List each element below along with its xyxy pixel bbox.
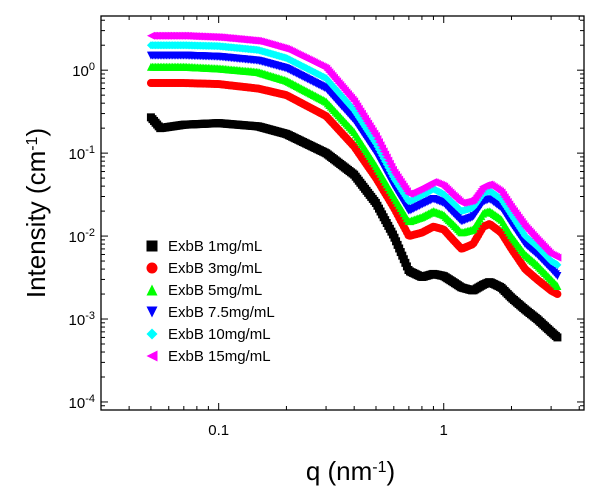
data-point (553, 282, 562, 291)
legend-label: ExbB 15mg/mL (168, 348, 271, 365)
legend-item: ExbB 15mg/mL (146, 348, 271, 365)
series-6 (146, 31, 562, 262)
legend-label: ExbB 1mg/mL (168, 238, 262, 255)
data-point (553, 290, 562, 299)
data-point (553, 272, 562, 281)
legend-marker (146, 240, 158, 252)
y-tick-label: 100 (72, 61, 95, 80)
legend-marker (146, 306, 158, 318)
legend-item: ExbB 3mg/mL (146, 260, 262, 277)
y-tick-label: 10-2 (69, 227, 95, 246)
plot-frame (100, 15, 585, 411)
legend-marker (146, 284, 158, 296)
legend-label: ExbB 3mg/mL (168, 260, 262, 277)
series-5 (146, 41, 562, 269)
legend-item: ExbB 10mg/mL (146, 326, 271, 343)
y-tick-label: 10-1 (69, 144, 95, 163)
x-tick-label: 0.1 (208, 422, 229, 439)
series-2 (146, 79, 562, 299)
series-3 (146, 62, 562, 291)
legend-item: ExbB 5mg/mL (146, 282, 262, 299)
data-point (553, 333, 562, 342)
legend-item: ExbB 1mg/mL (146, 238, 262, 255)
series-1 (146, 113, 562, 342)
y-tick-label: 10-4 (69, 393, 95, 412)
legend-marker (146, 328, 158, 340)
plot-area (146, 31, 562, 342)
legend-marker (146, 350, 158, 362)
y-tick-label: 10-3 (69, 310, 95, 329)
legend-label: ExbB 7.5mg/mL (168, 304, 275, 321)
x-axis-title: q (nm-1) (306, 456, 395, 486)
data-point (553, 260, 562, 269)
legend-marker (146, 262, 158, 274)
legend-label: ExbB 5mg/mL (168, 282, 262, 299)
axes: 0.1 1 10-4 10-3 10-2 10-1 100 (69, 15, 585, 439)
legend-item: ExbB 7.5mg/mL (146, 304, 275, 321)
y-axis-title: Intensity (cm-1) (21, 128, 51, 298)
legend: ExbB 1mg/mL ExbB 3mg/mL ExbB 5mg/mL ExbB 7.… (146, 238, 275, 365)
series-group (146, 31, 562, 342)
x-tick-label: 1 (440, 422, 448, 439)
data-point (553, 253, 562, 262)
legend-label: ExbB 10mg/mL (168, 326, 271, 343)
